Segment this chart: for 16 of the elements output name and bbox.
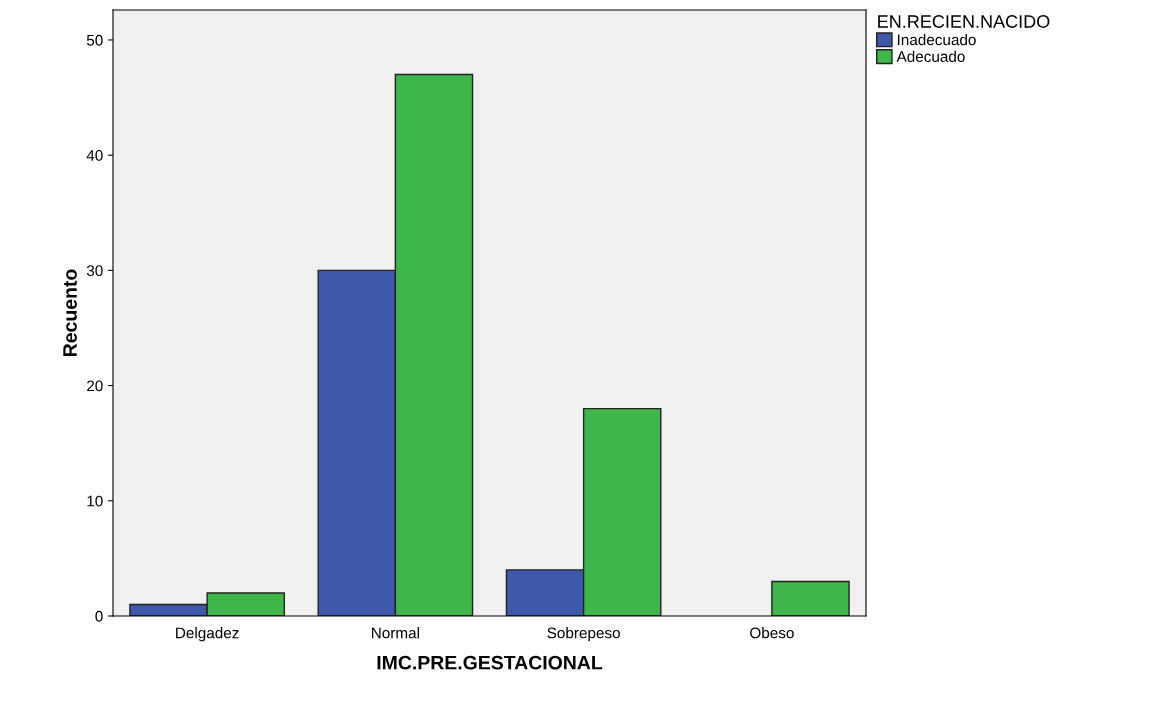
y-tick-label: 50 (86, 34, 103, 46)
x-tick-label: Normal (372, 627, 419, 639)
legend-label: Adecuado (896, 50, 965, 62)
x-tick-label: Delgadez (176, 627, 239, 642)
x-tick-label: Obeso (750, 627, 794, 639)
x-tick-label: Sobrepeso (547, 627, 620, 642)
y-tick-label: 30 (86, 265, 103, 277)
legend-title: EN.RECIEN.NACIDO (878, 15, 1050, 28)
y-tick-label: 10 (87, 495, 103, 507)
y-tick-label: 0 (95, 610, 103, 622)
legend-label: Inadecuado (897, 33, 976, 46)
y-axis-title: Recuento (63, 269, 77, 356)
y-tick-label: 40 (86, 150, 103, 161)
bar (771, 580, 850, 616)
y-tick-label: 20 (87, 380, 103, 392)
x-axis-title: IMC.PRE.GESTACIONAL (377, 655, 603, 670)
